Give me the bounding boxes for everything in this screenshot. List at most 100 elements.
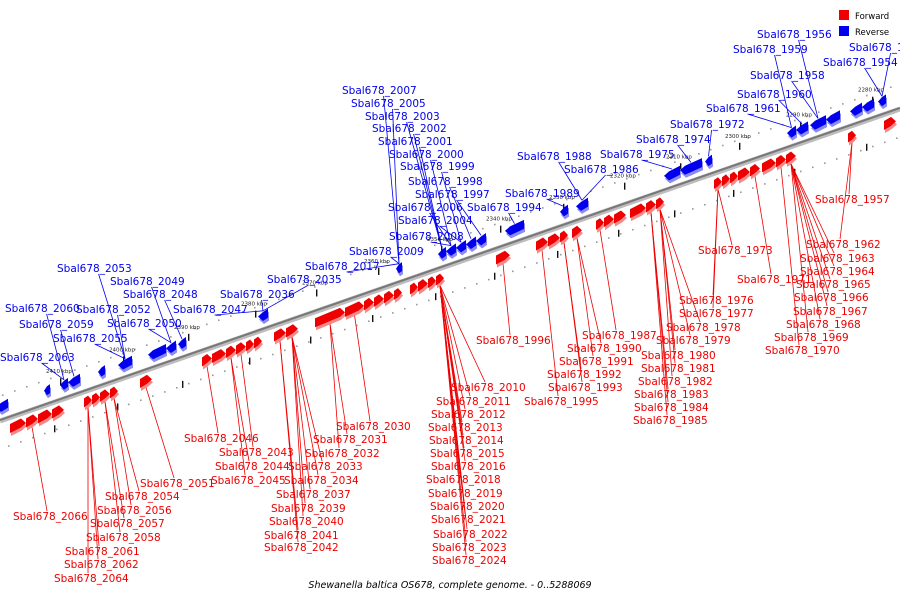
- reverse-gene-label[interactable]: Sbal678_2004: [398, 215, 473, 227]
- forward-gene-arrow[interactable]: [286, 324, 298, 338]
- reverse-gene-label[interactable]: Sbal678_2006: [388, 202, 463, 214]
- forward-gene-arrow[interactable]: [394, 288, 402, 300]
- forward-gene-label[interactable]: Sbal678_2031: [313, 434, 388, 446]
- forward-gene-arrow[interactable]: [364, 297, 374, 311]
- reverse-gene-label[interactable]: Sbal678_2017: [305, 261, 380, 273]
- forward-gene-arrow[interactable]: [384, 290, 394, 304]
- reverse-gene-arrow[interactable]: [664, 165, 680, 181]
- forward-gene-arrow[interactable]: [536, 237, 548, 251]
- forward-gene-label[interactable]: Sbal678_1971: [737, 274, 812, 286]
- forward-gene-label[interactable]: Sbal678_1970: [765, 345, 840, 357]
- reverse-gene-label[interactable]: Sbal678_2052: [76, 304, 151, 316]
- forward-gene-arrow[interactable]: [254, 336, 262, 349]
- reverse-gene-arrow[interactable]: [787, 125, 796, 138]
- forward-gene-label[interactable]: Sbal678_2061: [65, 546, 140, 558]
- forward-gene-arrow[interactable]: [604, 214, 614, 228]
- forward-gene-label[interactable]: Sbal678_2054: [105, 491, 180, 503]
- reverse-gene-label[interactable]: Sbal678_2003: [365, 111, 440, 123]
- forward-gene-label[interactable]: Sbal678_2022: [433, 529, 508, 541]
- forward-gene-arrow[interactable]: [714, 177, 722, 189]
- forward-gene-label[interactable]: Sbal678_2030: [336, 421, 411, 433]
- forward-gene-label[interactable]: Sbal678_2032: [305, 448, 380, 460]
- reverse-gene-label[interactable]: Sbal678_2059: [19, 319, 94, 331]
- forward-gene-label[interactable]: Sbal678_1985: [633, 415, 708, 427]
- forward-gene-arrow[interactable]: [646, 200, 656, 213]
- reverse-gene-label[interactable]: Sbal678_2001: [378, 136, 453, 148]
- reverse-gene-label[interactable]: Sbal678_2048: [123, 289, 198, 301]
- forward-gene-label[interactable]: Sbal678_1966: [794, 292, 869, 304]
- reverse-gene-arrow[interactable]: [68, 373, 80, 387]
- legend-item-reverse[interactable]: Reverse: [839, 26, 889, 38]
- reverse-gene-label[interactable]: Sbal678_1975: [600, 149, 675, 161]
- forward-gene-arrow[interactable]: [656, 197, 664, 210]
- forward-gene-arrow[interactable]: [212, 349, 226, 364]
- forward-gene-arrow[interactable]: [786, 151, 796, 165]
- forward-gene-arrow[interactable]: [10, 418, 26, 434]
- forward-gene-label[interactable]: Sbal678_2034: [284, 475, 359, 487]
- forward-gene-arrow[interactable]: [428, 276, 436, 289]
- forward-gene-arrow[interactable]: [236, 342, 246, 355]
- forward-gene-label[interactable]: Sbal678_2046: [184, 433, 259, 445]
- reverse-gene-label[interactable]: Sbal678_1994: [467, 202, 542, 214]
- forward-gene-arrow[interactable]: [315, 307, 345, 328]
- forward-gene-label[interactable]: Sbal678_2042: [264, 542, 339, 554]
- forward-gene-label[interactable]: Sbal678_2020: [430, 501, 505, 513]
- reverse-gene-label[interactable]: Sbal678_2007: [342, 85, 417, 97]
- forward-gene-arrow[interactable]: [614, 210, 626, 224]
- reverse-gene-arrow[interactable]: [466, 236, 476, 249]
- forward-gene-arrow[interactable]: [848, 130, 856, 143]
- reverse-gene-arrow[interactable]: [118, 355, 132, 370]
- reverse-gene-label[interactable]: Sbal678_2060: [5, 303, 80, 315]
- forward-gene-arrow[interactable]: [496, 250, 510, 265]
- forward-gene-label[interactable]: Sbal678_2019: [428, 488, 503, 500]
- forward-gene-label[interactable]: Sbal678_1967: [793, 306, 868, 318]
- forward-gene-arrow[interactable]: [596, 218, 604, 230]
- reverse-gene-arrow[interactable]: [44, 384, 50, 396]
- forward-gene-label[interactable]: Sbal678_1995: [524, 396, 599, 408]
- reverse-gene-arrow[interactable]: [166, 340, 176, 353]
- forward-gene-label[interactable]: Sbal678_2058: [86, 532, 161, 544]
- reverse-gene-label[interactable]: Sbal678_1989: [505, 188, 580, 200]
- forward-gene-arrow[interactable]: [436, 273, 444, 286]
- forward-gene-arrow[interactable]: [776, 155, 786, 168]
- forward-gene-label[interactable]: Sbal678_2040: [269, 516, 344, 528]
- reverse-gene-arrow[interactable]: [438, 246, 446, 259]
- reverse-gene-label[interactable]: Sbal678_2053: [57, 263, 132, 275]
- reverse-gene-arrow[interactable]: [680, 158, 702, 175]
- forward-gene-label[interactable]: Sbal678_2037: [276, 489, 351, 501]
- reverse-gene-arrow[interactable]: [826, 110, 840, 125]
- forward-gene-label[interactable]: Sbal678_2051: [140, 478, 215, 490]
- forward-gene-label[interactable]: Sbal678_2057: [90, 518, 165, 530]
- forward-gene-label[interactable]: Sbal678_2066: [13, 511, 88, 523]
- forward-gene-label[interactable]: Sbal678_2062: [64, 559, 139, 571]
- reverse-gene-label[interactable]: Sbal678_2050: [107, 318, 182, 330]
- forward-gene-label[interactable]: Sbal678_1980: [641, 350, 716, 362]
- reverse-gene-label[interactable]: Sbal678_2047: [173, 304, 248, 316]
- forward-gene-label[interactable]: Sbal678_2039: [271, 503, 346, 515]
- forward-gene-label[interactable]: Sbal678_2012: [431, 409, 506, 421]
- forward-gene-arrow[interactable]: [410, 282, 418, 295]
- forward-gene-label[interactable]: Sbal678_1996: [476, 335, 551, 347]
- reverse-gene-label[interactable]: Sbal678_1956: [757, 29, 832, 41]
- forward-gene-label[interactable]: Sbal678_1965: [796, 279, 871, 291]
- forward-gene-label[interactable]: Sbal678_1962: [806, 239, 881, 251]
- reverse-gene-label[interactable]: Sbal678_2063: [0, 352, 75, 364]
- forward-gene-label[interactable]: Sbal678_2015: [430, 448, 505, 460]
- reverse-gene-arrow[interactable]: [396, 262, 402, 274]
- forward-gene-label[interactable]: Sbal678_1968: [786, 319, 861, 331]
- reverse-gene-label[interactable]: Sbal678_1960: [737, 89, 812, 101]
- forward-gene-arrow[interactable]: [274, 328, 286, 342]
- reverse-gene-arrow[interactable]: [98, 365, 105, 377]
- forward-gene-arrow[interactable]: [762, 158, 776, 173]
- reverse-gene-arrow[interactable]: [456, 239, 466, 253]
- forward-gene-label[interactable]: Sbal678_1983: [634, 389, 709, 401]
- forward-gene-label[interactable]: Sbal678_2014: [429, 435, 504, 447]
- forward-gene-arrow[interactable]: [560, 230, 568, 243]
- reverse-gene-arrow[interactable]: [705, 154, 712, 167]
- reverse-gene-label[interactable]: Sbal678_1999: [400, 161, 475, 173]
- reverse-gene-arrow[interactable]: [476, 233, 486, 246]
- reverse-gene-arrow[interactable]: [796, 121, 808, 135]
- forward-gene-arrow[interactable]: [730, 171, 738, 184]
- forward-gene-arrow[interactable]: [38, 409, 52, 424]
- forward-gene-arrow[interactable]: [722, 174, 730, 187]
